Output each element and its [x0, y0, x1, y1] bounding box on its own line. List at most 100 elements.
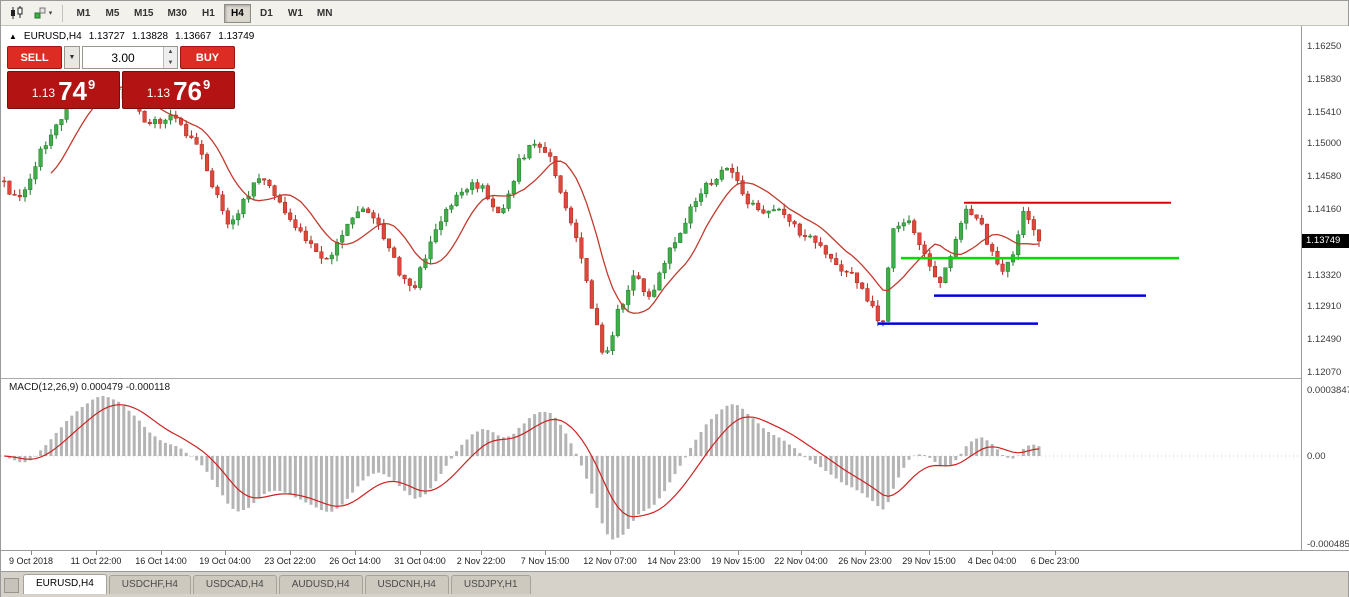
- dropdown-caret-icon: ▾: [48, 10, 53, 17]
- time-axis-tick: [865, 551, 866, 555]
- candles-layer: [2, 72, 1042, 355]
- one-click-trading-widget: SELL ▼ ▲ ▼ BUY 1.13 74 9 1.1: [7, 46, 235, 109]
- volume-input[interactable]: [83, 47, 163, 68]
- time-axis-tick: [674, 551, 675, 555]
- time-axis-label: 19 Oct 04:00: [199, 556, 251, 566]
- volume-dropdown-button[interactable]: ▼: [64, 46, 80, 69]
- time-axis-tick: [161, 551, 162, 555]
- chart-objects-icon[interactable]: ▾: [31, 3, 55, 23]
- price-scale-label: 1.15410: [1307, 107, 1342, 118]
- timeframe-button-h1[interactable]: H1: [202, 7, 215, 19]
- sell-price-pips: 74: [58, 76, 88, 106]
- timeframe-button-m30[interactable]: M30: [167, 7, 187, 19]
- chart-tab-bar: EURUSD,H4 USDCHF,H4 USDCAD,H4 AUDUSD,H4 USDC…: [1, 571, 1348, 597]
- buy-price-pips: 76: [173, 76, 203, 106]
- time-axis-label: 14 Nov 23:00: [647, 556, 701, 566]
- time-axis-label: 16 Oct 14:00: [135, 556, 187, 566]
- moving-average-line: [50, 86, 1040, 314]
- time-axis-tick: [225, 551, 226, 555]
- time-axis-tick: [31, 551, 32, 555]
- macd-scale-label: 0.00: [1307, 451, 1326, 462]
- price-scale-label: 1.15000: [1307, 138, 1342, 149]
- timeframe-button-d1[interactable]: D1: [260, 7, 273, 19]
- time-axis-label: 2 Nov 22:00: [456, 556, 506, 566]
- chart-window: ▲ EURUSD,H4 1.13727 1.13828 1.13667 1.13…: [1, 26, 1349, 571]
- price-chart: [2, 72, 1179, 355]
- ohlc-open: 1.13727: [88, 31, 125, 42]
- time-axis-label: 19 Nov 15:00: [711, 556, 765, 566]
- timeframe-toolbar: M1 M5 M15 M30 H1 H4 D1 W1 MN: [70, 3, 338, 23]
- time-axis-label: 26 Oct 14:00: [329, 556, 381, 566]
- time-axis-label: 6 Dec 23:00: [1030, 556, 1080, 566]
- chart-tab-usdchf-h4[interactable]: USDCHF,H4: [108, 575, 191, 594]
- chart-tab-eurusd-h4[interactable]: EURUSD,H4: [23, 574, 107, 594]
- current-price-badge: 1.13749: [1302, 234, 1349, 248]
- sell-price-display[interactable]: 1.13 74 9: [7, 71, 120, 109]
- ohlc-low: 1.13667: [175, 31, 212, 42]
- time-axis-label: 12 Nov 07:00: [583, 556, 637, 566]
- time-axis-tick: [992, 551, 993, 555]
- time-axis-label: 11 Oct 22:00: [70, 556, 122, 566]
- top-toolbar: ▾ M1 M5 M15 M30 H1 H4 D1 W1 MN: [1, 1, 1348, 26]
- time-axis-label: 7 Nov 15:00: [520, 556, 570, 566]
- macd-signal-line: [4, 404, 1040, 518]
- time-axis-tick: [1055, 551, 1056, 555]
- chart-tab-usdcad-h4[interactable]: USDCAD,H4: [192, 575, 277, 594]
- time-axis: 9 Oct 2018 11 Oct 22:00 16 Oct 14:00 19 Oct…: [1, 550, 1349, 571]
- buy-button[interactable]: BUY: [180, 46, 235, 69]
- toolbar-separator: [62, 4, 63, 22]
- buy-price-point: 9: [203, 77, 211, 92]
- time-axis-tick: [929, 551, 930, 555]
- chart-tab-audusd-h4[interactable]: AUDUSD,H4: [278, 575, 363, 594]
- timeframe-button-h4[interactable]: H4: [223, 3, 251, 23]
- symbol-window-icon: ▲: [9, 32, 17, 41]
- price-scale-label: 1.14160: [1307, 204, 1342, 215]
- time-axis-tick: [738, 551, 739, 555]
- level-lines: [878, 201, 1179, 325]
- tab-list-button[interactable]: [4, 578, 19, 593]
- timeframe-button-mn[interactable]: MN: [316, 7, 333, 19]
- volume-decrease-button[interactable]: ▼: [164, 57, 177, 68]
- candlestick-glyph: [11, 6, 23, 19]
- price-scale: 1.16250 1.15830 1.15410 1.15000 1.14580 1.141…: [1301, 26, 1349, 550]
- time-axis-label: 23 Oct 22:00: [264, 556, 316, 566]
- time-axis-label: 4 Dec 04:00: [967, 556, 1017, 566]
- sell-price-big-figure: 1.13: [31, 86, 56, 100]
- timeframe-button-m5[interactable]: M5: [105, 7, 120, 19]
- volume-increase-button[interactable]: ▲: [164, 47, 177, 58]
- time-axis-label: 29 Nov 15:00: [902, 556, 956, 566]
- time-axis-label: 26 Nov 23:00: [838, 556, 892, 566]
- time-axis-label: 22 Nov 04:00: [774, 556, 828, 566]
- buy-price-display[interactable]: 1.13 76 9: [122, 71, 235, 109]
- time-axis-tick: [610, 551, 611, 555]
- sell-button[interactable]: SELL: [7, 46, 62, 69]
- timeframe-button-m1[interactable]: M1: [76, 7, 91, 19]
- price-scale-label: 1.14580: [1307, 171, 1342, 182]
- objects-glyph: [34, 7, 46, 19]
- candlestick-chart-icon[interactable]: [5, 3, 29, 23]
- time-axis-tick: [481, 551, 482, 555]
- symbol-header: ▲ EURUSD,H4 1.13727 1.13828 1.13667 1.13…: [9, 31, 254, 42]
- time-axis-tick: [355, 551, 356, 555]
- ohlc-close: 1.13749: [218, 31, 255, 42]
- chart-tab-usdjpy-h1[interactable]: USDJPY,H1: [450, 575, 531, 594]
- timeframe-button-m15[interactable]: M15: [134, 7, 154, 19]
- time-axis-tick: [420, 551, 421, 555]
- timeframe-button-w1[interactable]: W1: [287, 7, 303, 19]
- price-scale-label: 1.13320: [1307, 270, 1342, 281]
- macd-scale-label: 0.0003847: [1307, 385, 1349, 396]
- price-scale-label: 1.12910: [1307, 301, 1342, 312]
- chart-tab-usdcnh-h4[interactable]: USDCNH,H4: [364, 575, 449, 594]
- price-scale-label: 1.16250: [1307, 41, 1342, 52]
- time-axis-label: 9 Oct 2018: [8, 556, 54, 566]
- trade-widget-controls: SELL ▼ ▲ ▼ BUY: [7, 46, 235, 69]
- price-scale-label: 1.12070: [1307, 367, 1342, 378]
- time-axis-label: 31 Oct 04:00: [394, 556, 446, 566]
- time-axis-tick: [801, 551, 802, 555]
- time-axis-tick: [545, 551, 546, 555]
- macd-histogram: [7, 396, 1041, 540]
- chart-tabs: EURUSD,H4 USDCHF,H4 USDCAD,H4 AUDUSD,H4 USDC…: [23, 574, 531, 594]
- symbol-name: EURUSD,H4: [23, 31, 82, 42]
- buy-price-big-figure: 1.13: [146, 86, 171, 100]
- time-axis-tick: [290, 551, 291, 555]
